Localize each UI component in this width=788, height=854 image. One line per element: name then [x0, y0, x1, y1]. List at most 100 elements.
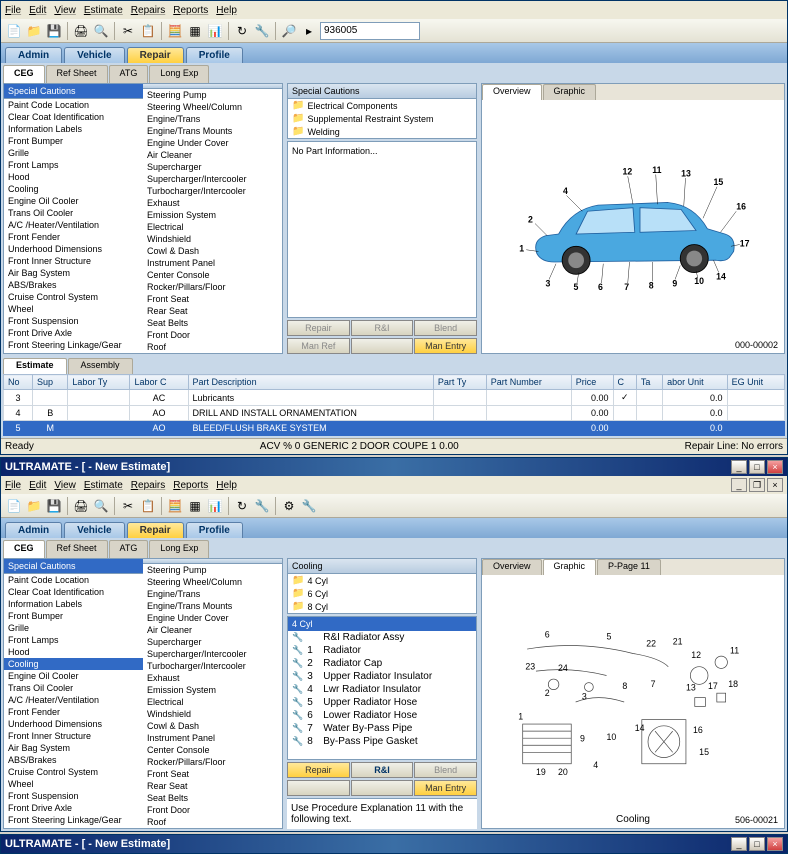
table-header[interactable]: Sup — [33, 375, 68, 390]
list-item[interactable]: Electrical — [143, 696, 282, 708]
child-restore-icon[interactable]: ❐ — [749, 478, 765, 492]
list-item[interactable]: Trans Oil Cooler — [4, 207, 143, 219]
list-item[interactable]: Paint Code Location — [4, 99, 143, 111]
subtab-atg[interactable]: ATG — [109, 65, 149, 83]
list-item[interactable]: Wheel — [4, 778, 143, 790]
list-item[interactable]: Steering Pump — [143, 89, 282, 101]
sc-item[interactable]: 📁Supplemental Restraint System — [288, 112, 476, 125]
table-header[interactable]: abor Unit — [663, 375, 727, 390]
list-item[interactable]: Instrument Panel — [143, 732, 282, 744]
menu-repairs[interactable]: Repairs — [131, 5, 165, 16]
list-item[interactable]: Cowl & Dash — [143, 720, 282, 732]
search-icon[interactable]: 🔎 — [280, 22, 298, 40]
list-item[interactable]: Windshield — [143, 233, 282, 245]
new-icon[interactable]: 📄 — [5, 497, 23, 515]
grid-icon[interactable]: ▦ — [186, 22, 204, 40]
list-item[interactable]: Front Seat — [143, 768, 282, 780]
sc-item[interactable]: 📁Electrical Components — [288, 99, 476, 112]
manentry-button[interactable]: Man Entry — [414, 338, 477, 354]
subtab-refsheet[interactable]: Ref Sheet — [46, 65, 108, 83]
list-item[interactable]: Rocker/Pillars/Floor — [143, 281, 282, 293]
cut-icon[interactable]: ✂ — [119, 497, 137, 515]
chart-icon[interactable]: 📊 — [206, 497, 224, 515]
list-item[interactable]: Engine Under Cover — [143, 612, 282, 624]
list-item[interactable]: Grille — [4, 147, 143, 159]
list-item[interactable]: Front Fender — [4, 231, 143, 243]
list-item[interactable]: Center Console — [143, 744, 282, 756]
subtab-ceg[interactable]: CEG — [3, 540, 45, 558]
grid-icon[interactable]: ▦ — [186, 497, 204, 515]
refresh-icon[interactable]: ↻ — [233, 22, 251, 40]
list-item[interactable]: Information Labels — [4, 123, 143, 135]
list-item[interactable]: Paint Code Location — [4, 574, 143, 586]
ri-button[interactable]: R&I — [351, 320, 414, 336]
list-item[interactable]: Instrument Panel — [143, 257, 282, 269]
subtab-atg[interactable]: ATG — [109, 540, 149, 558]
tab-repair[interactable]: Repair — [127, 47, 184, 63]
list-item[interactable]: Engine/Trans — [143, 113, 282, 125]
print-icon[interactable]: 🖨 — [72, 22, 90, 40]
list-item[interactable]: Grille — [4, 622, 143, 634]
menu-help[interactable]: Help — [216, 5, 237, 16]
part-item[interactable]: 🔧6Lower Radiator Hose — [288, 709, 476, 722]
tab-vehicle[interactable]: Vehicle — [64, 47, 124, 63]
save-icon[interactable]: 💾 — [45, 22, 63, 40]
part-item[interactable]: 🔧8By-Pass Pipe Gasket — [288, 735, 476, 748]
list-item[interactable]: Center Console — [143, 269, 282, 281]
tab-profile[interactable]: Profile — [186, 47, 243, 63]
list-item[interactable]: Front Seat — [143, 293, 282, 305]
menu-edit[interactable]: Edit — [29, 480, 46, 491]
tab-admin[interactable]: Admin — [5, 47, 62, 63]
blend-button[interactable]: Blend — [414, 320, 477, 336]
maximize-icon[interactable]: □ — [749, 460, 765, 474]
list-item[interactable]: Front Drive Axle — [4, 802, 143, 814]
list-item[interactable]: Supercharger/Intercooler — [143, 648, 282, 660]
tab-profile[interactable]: Profile — [186, 522, 243, 538]
list-item[interactable]: Emission System — [143, 209, 282, 221]
preview-icon[interactable]: 🔍 — [92, 497, 110, 515]
chart-icon[interactable]: 📊 — [206, 22, 224, 40]
table-header[interactable]: C — [613, 375, 636, 390]
child-close-icon[interactable]: × — [767, 478, 783, 492]
list-item[interactable]: Engine Oil Cooler — [4, 195, 143, 207]
list-item[interactable]: Steering Wheel/Column — [143, 101, 282, 113]
refresh-icon[interactable]: ↻ — [233, 497, 251, 515]
wrench-icon[interactable]: 🔧 — [300, 497, 318, 515]
cooling-item[interactable]: 📁6 Cyl — [288, 587, 476, 600]
maximize-icon[interactable]: □ — [749, 837, 765, 851]
list-item[interactable]: Supercharger — [143, 161, 282, 173]
table-header[interactable]: Labor Ty — [68, 375, 130, 390]
ppage-tab[interactable]: P-Page 11 — [597, 559, 661, 575]
table-header[interactable]: Price — [571, 375, 613, 390]
manref-button[interactable]: Man Ref — [287, 338, 350, 354]
list-item[interactable]: Air Cleaner — [143, 149, 282, 161]
part-item[interactable]: 🔧1Radiator — [288, 644, 476, 657]
table-header[interactable]: Ta — [636, 375, 662, 390]
repair-button[interactable]: Repair — [287, 320, 350, 336]
table-header[interactable]: EG Unit — [727, 375, 784, 390]
list-item[interactable]: Air Bag System — [4, 267, 143, 279]
tab-vehicle[interactable]: Vehicle — [64, 522, 124, 538]
list-item[interactable]: Front Steering Linkage/Gear — [4, 814, 143, 826]
list-item[interactable]: Steering Wheel/Column — [143, 576, 282, 588]
menu-view[interactable]: View — [54, 480, 76, 491]
list-item[interactable]: ABS/Brakes — [4, 279, 143, 291]
list-item[interactable]: Rear Seat — [143, 780, 282, 792]
list-item[interactable]: Turbocharger/Intercooler — [143, 185, 282, 197]
print-icon[interactable]: 🖨 — [72, 497, 90, 515]
subtab-ceg[interactable]: CEG — [3, 65, 45, 83]
list-item[interactable]: Roof — [143, 341, 282, 353]
menu-reports[interactable]: Reports — [173, 5, 208, 16]
graphic-tab[interactable]: Graphic — [543, 559, 597, 575]
menu-help[interactable]: Help — [216, 480, 237, 491]
list-item[interactable]: Information Labels — [4, 598, 143, 610]
list-item[interactable]: Engine/Trans Mounts — [143, 600, 282, 612]
graphic-tab[interactable]: Graphic — [543, 84, 597, 100]
list-item[interactable]: Cruise Control System — [4, 766, 143, 778]
list-item[interactable]: Clear Coat Identification — [4, 111, 143, 123]
open-icon[interactable]: 📁 — [25, 497, 43, 515]
list-item[interactable]: Supercharger — [143, 636, 282, 648]
menu-estimate[interactable]: Estimate — [84, 5, 123, 16]
assembly-tab[interactable]: Assembly — [68, 358, 133, 374]
list-item[interactable]: Clear Coat Identification — [4, 586, 143, 598]
